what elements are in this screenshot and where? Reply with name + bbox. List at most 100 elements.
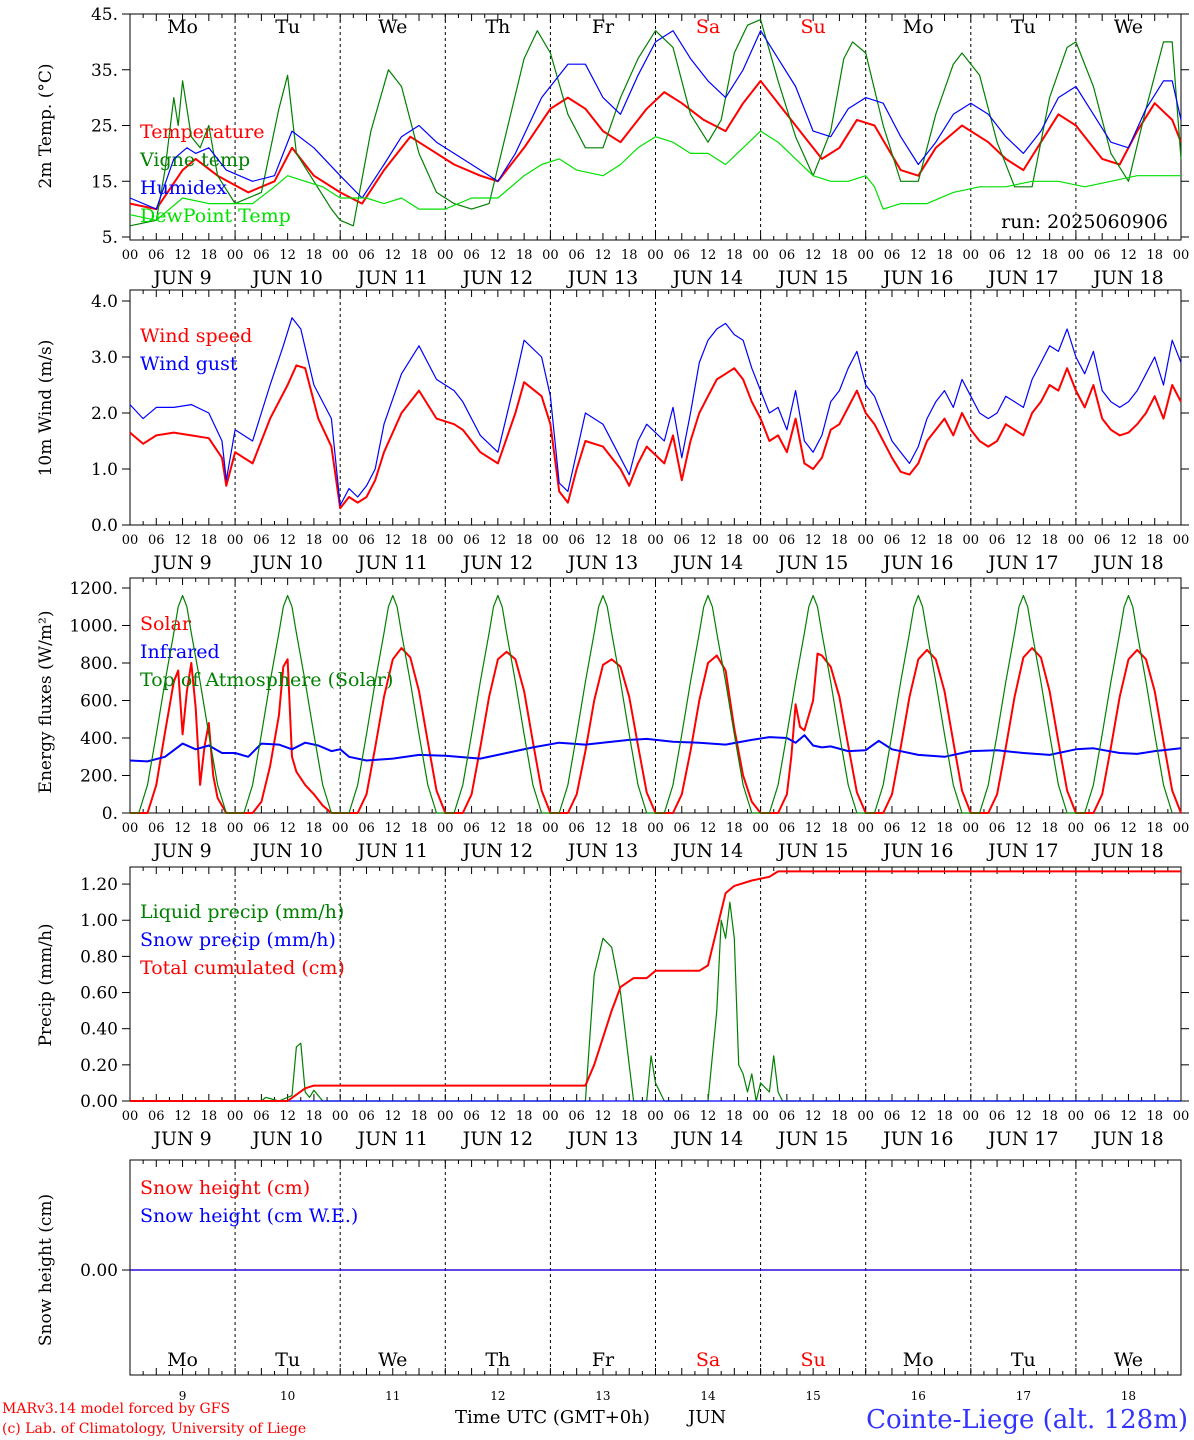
hour-label: 06: [884, 533, 901, 548]
hour-label: 00: [227, 821, 244, 836]
day-number-label: 12: [490, 1389, 505, 1403]
hour-label: 12: [174, 248, 191, 263]
hour-label: 00: [542, 1109, 559, 1124]
date-label: JUN 9: [151, 552, 211, 574]
hour-label: 18: [726, 533, 743, 548]
dow-label-top: We: [1114, 16, 1143, 38]
dow-label-bottom: We: [378, 1349, 407, 1371]
hour-label: 06: [253, 821, 270, 836]
hour-label: 06: [463, 533, 480, 548]
hour-label: 12: [490, 533, 507, 548]
hour-label: 18: [621, 1109, 638, 1124]
y-axis-label: 2m Temp. (°C): [36, 63, 56, 188]
hour-label: 00: [963, 248, 980, 263]
hour-label: 18: [621, 821, 638, 836]
hour-label: 06: [1094, 1109, 1111, 1124]
day-number-label: 18: [1121, 1389, 1136, 1403]
date-label: JUN 14: [671, 840, 743, 862]
y-tick-label: 45.: [91, 5, 118, 25]
legend-entry: Humidex: [140, 177, 227, 199]
day-number-label: 14: [700, 1389, 716, 1403]
date-label: JUN 14: [671, 1128, 743, 1150]
hour-label: 00: [1068, 821, 1085, 836]
day-number-label: 10: [280, 1389, 295, 1403]
day-number-label: 17: [1016, 1389, 1031, 1403]
hour-label: 06: [148, 248, 165, 263]
date-label: JUN 10: [250, 267, 322, 289]
hour-label: 00: [1173, 533, 1190, 548]
y-tick-label: 200.: [80, 767, 118, 787]
panel-4: 0.00 0.20 0.40 0.60 0.80 1.00 1.20 Precip (mm/h…: [36, 866, 1190, 1150]
hour-label: 00: [963, 1109, 980, 1124]
hour-label: 18: [1146, 1109, 1163, 1124]
hour-label: 06: [989, 1109, 1006, 1124]
date-label: JUN 17: [986, 267, 1058, 289]
hour-label: 18: [411, 821, 428, 836]
hour-label: 06: [884, 1109, 901, 1124]
hour-label: 06: [358, 248, 375, 263]
y-tick-label: 1.0: [91, 460, 118, 480]
date-label: JUN 15: [776, 552, 848, 574]
hour-label: 18: [726, 1109, 743, 1124]
y-axis-label: Energy fluxes (W/m²): [36, 611, 56, 794]
day-number-label: 15: [806, 1389, 821, 1403]
dow-label-top: Th: [485, 16, 510, 38]
date-label: JUN 11: [356, 267, 428, 289]
hour-label: 12: [490, 821, 507, 836]
hour-label: 18: [831, 248, 848, 263]
hour-label: 06: [358, 1109, 375, 1124]
date-label: JUN 9: [151, 1128, 211, 1150]
hour-label: 18: [201, 821, 218, 836]
hour-label: 12: [700, 533, 717, 548]
hour-label: 00: [122, 821, 139, 836]
panel-1: 5.15.25.35.45.2m Temp. (°C) TemperatureVi…: [36, 5, 1189, 289]
hour-label: 00: [1173, 1109, 1190, 1124]
y-tick-label: 4.0: [91, 292, 118, 312]
series-line: [130, 594, 1173, 814]
hour-label: 18: [936, 1109, 953, 1124]
hour-label: 18: [726, 248, 743, 263]
hour-label: 12: [805, 821, 822, 836]
y-tick-label: 0.0: [91, 516, 118, 536]
hour-label: 12: [1120, 821, 1137, 836]
series-line: [129, 317, 1182, 506]
legend-entry: Temperature: [140, 121, 264, 143]
y-tick-label: 0.00: [80, 1261, 118, 1281]
hour-label: 18: [516, 533, 533, 548]
hour-label: 18: [201, 248, 218, 263]
hour-label: 00: [647, 821, 664, 836]
date-label: JUN 14: [671, 552, 743, 574]
y-tick-label: 800.: [80, 654, 118, 674]
hour-label: 18: [936, 533, 953, 548]
hour-label: 00: [542, 821, 559, 836]
series-line: [129, 130, 1181, 221]
station-label: Cointe-Liege (alt. 128m): [866, 1405, 1188, 1435]
series-line: [129, 19, 1182, 227]
hour-label: 06: [1094, 821, 1111, 836]
hour-label: 18: [201, 533, 218, 548]
legend-entry: Snow height (cm): [140, 1177, 310, 1199]
chart-footer: MARv3.14 model forced by GFS (c) Lab. of…: [2, 1401, 1188, 1437]
hour-label: 18: [1146, 821, 1163, 836]
hour-label: 12: [490, 1109, 507, 1124]
date-label: JUN 15: [776, 840, 848, 862]
hour-label: 06: [253, 1109, 270, 1124]
date-label: JUN 18: [1091, 1128, 1163, 1150]
date-label: JUN 16: [881, 267, 953, 289]
hour-label: 06: [253, 533, 270, 548]
date-label: JUN 17: [986, 840, 1058, 862]
hour-label: 18: [1041, 533, 1058, 548]
hour-label: 06: [779, 821, 796, 836]
hour-label: 06: [253, 248, 270, 263]
hour-label: 18: [411, 1109, 428, 1124]
date-label: JUN 11: [356, 552, 428, 574]
day-number-label: 11: [385, 1389, 400, 1403]
series-line: [130, 870, 1181, 1102]
hour-label: 18: [306, 1109, 323, 1124]
hour-label: 00: [227, 533, 244, 548]
hour-label: 18: [831, 533, 848, 548]
dow-label-bottom: Mo: [167, 1349, 198, 1371]
legend-entry: Infrared: [140, 641, 220, 663]
hour-label: 18: [1041, 248, 1058, 263]
hour-label: 00: [1068, 248, 1085, 263]
